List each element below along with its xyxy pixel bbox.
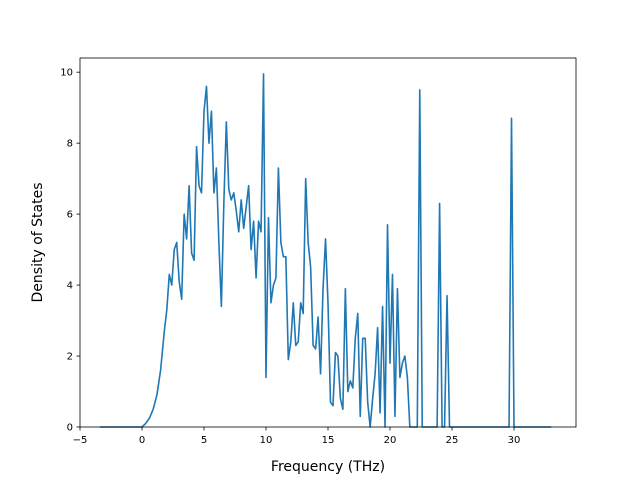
x-tick-label: 10: [260, 435, 273, 446]
x-axis-label: Frequency (THz): [271, 459, 385, 475]
y-tick-label: 2: [67, 352, 73, 363]
y-tick-label: 6: [67, 210, 73, 221]
y-tick-label: 4: [67, 281, 73, 292]
x-tick-label: 25: [446, 435, 459, 446]
x-axis-ticks: −5 0 5 10 15 20 25 30: [73, 427, 521, 446]
x-tick-label: 0: [139, 435, 145, 446]
y-tick-label: 10: [60, 68, 73, 79]
y-axis-label: Density of States: [30, 183, 46, 303]
x-tick-label: 30: [508, 435, 521, 446]
x-tick-label: −5: [73, 435, 88, 446]
x-tick-label: 20: [384, 435, 397, 446]
y-axis-ticks: 0 2 4 6 8 10: [60, 68, 80, 434]
axes-frame: [79, 57, 577, 428]
x-tick-label: 5: [201, 435, 207, 446]
x-tick-label: 15: [322, 435, 335, 446]
y-tick-label: 8: [67, 139, 73, 150]
y-tick-label: 0: [67, 423, 73, 434]
